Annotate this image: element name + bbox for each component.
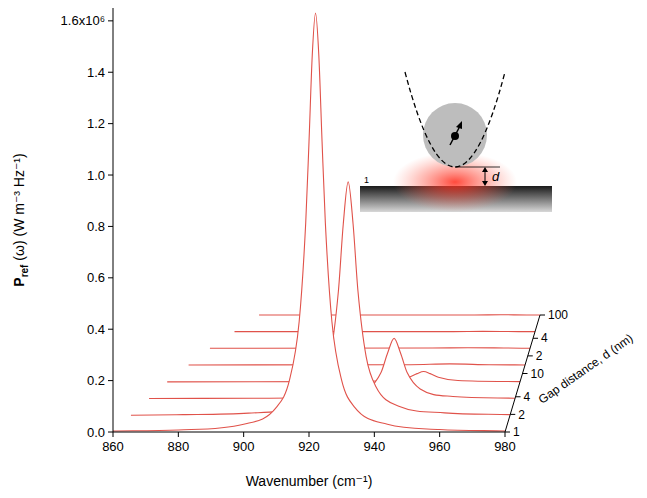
particle <box>423 103 487 167</box>
depth-tick <box>533 338 538 339</box>
occlusion-fill <box>234 331 535 332</box>
occlusion-fill <box>210 347 530 349</box>
gap-label: d <box>492 169 500 184</box>
y-tick-label: 0.4 <box>87 322 105 337</box>
depth-tick <box>516 396 521 397</box>
chart: 0.0 0.2 0.4 0.6 0.8 1.0 1.2 1.4 1.6x10⁶ 860 880 900… <box>0 0 647 498</box>
y-axis-title-part: P <box>11 277 27 286</box>
traces <box>113 13 540 432</box>
y-axis-title-part: ref <box>19 264 30 277</box>
y-tick-label: 0.2 <box>87 373 105 388</box>
occlusion-fill <box>113 13 505 432</box>
x-tick-label: 900 <box>233 439 255 454</box>
inset-diagram: d1 <box>360 72 552 212</box>
depth-tick-label: 2 <box>536 349 543 363</box>
edge-label: 1 <box>364 175 369 185</box>
y-tick-label: 0.6 <box>87 270 105 285</box>
x-tick-label: 960 <box>429 439 451 454</box>
y-axis-title-part: (ω) (W m⁻³ Hz⁻¹) <box>11 153 27 264</box>
x-tick <box>505 432 506 437</box>
spectrum-trace <box>235 331 536 332</box>
x-tick <box>309 432 310 437</box>
depth-tick <box>510 414 515 415</box>
spectrum-trace <box>113 13 505 431</box>
y-tick <box>108 175 113 176</box>
y-tick-label: 0.8 <box>87 219 105 234</box>
x-tick <box>178 432 179 437</box>
gap-ref-line <box>455 167 500 168</box>
spectrum-trace <box>210 347 530 349</box>
x-tick <box>243 432 244 437</box>
y-tick-label: 0.0 <box>87 425 105 440</box>
dipole-center <box>451 132 459 140</box>
depth-tick-label: 10 <box>531 367 545 381</box>
tip-profile <box>405 72 505 167</box>
y-tick <box>108 226 113 227</box>
depth-tick-label: 2 <box>518 408 525 422</box>
depth-axis-title: Gap distance, d (nm) <box>536 331 636 407</box>
y-tick <box>108 123 113 124</box>
x-tick-label: 940 <box>363 439 385 454</box>
depth-tick-label: 4 <box>541 331 548 345</box>
y-tick <box>108 277 113 278</box>
x-tick-label: 860 <box>102 439 124 454</box>
y-tick <box>108 432 113 433</box>
depth-tick-label: 1 <box>513 425 520 439</box>
depth-tick <box>528 355 533 356</box>
y-tick-label: 1.0 <box>87 168 105 183</box>
depth-tick <box>505 432 510 433</box>
y-tick-label: 1.4 <box>87 65 105 80</box>
gap-arrow-heads <box>482 167 488 186</box>
y-tick-label: 1.6x10⁶ <box>61 13 105 28</box>
x-tick <box>113 432 114 437</box>
y-tick <box>108 72 113 73</box>
axes: 0.0 0.2 0.4 0.6 0.8 1.0 1.2 1.4 1.6x10⁶ 860 880 900… <box>61 8 569 454</box>
y-axis-line <box>113 8 114 432</box>
x-tick <box>374 432 375 437</box>
depth-tick-label: 100 <box>548 308 568 322</box>
dipole-head <box>456 121 462 129</box>
dipole <box>450 126 460 145</box>
y-tick <box>108 20 113 21</box>
depth-tick <box>540 315 545 316</box>
x-tick-label: 980 <box>494 439 516 454</box>
x-axis-title: Wavenumber (cm⁻¹) <box>246 473 373 489</box>
y-axis-title: Pref (ω) (W m⁻³ Hz⁻¹) <box>11 153 30 286</box>
x-tick-label: 880 <box>167 439 189 454</box>
x-tick-label: 920 <box>298 439 320 454</box>
y-tick <box>108 380 113 381</box>
x-tick <box>439 432 440 437</box>
y-tick-label: 1.2 <box>87 116 105 131</box>
depth-tick <box>523 373 528 374</box>
y-tick <box>108 329 113 330</box>
depth-tick-label: 4 <box>524 390 531 404</box>
